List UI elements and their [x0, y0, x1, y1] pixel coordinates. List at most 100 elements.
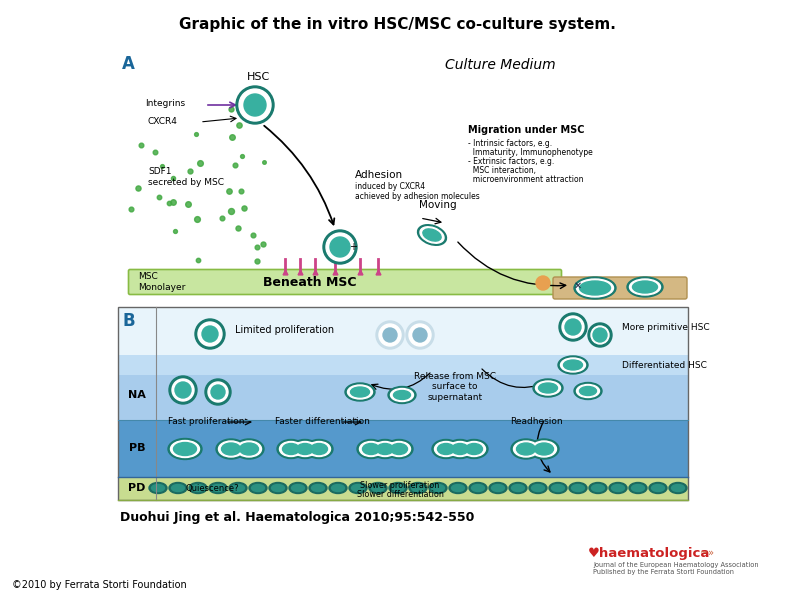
FancyBboxPatch shape — [553, 277, 687, 299]
Ellipse shape — [669, 483, 687, 493]
Text: achieved by adhesion molecules: achieved by adhesion molecules — [355, 192, 480, 201]
Ellipse shape — [345, 383, 375, 401]
Bar — [118, 307, 688, 355]
Ellipse shape — [580, 281, 611, 295]
Bar — [118, 355, 688, 420]
Ellipse shape — [305, 440, 333, 459]
Ellipse shape — [360, 441, 383, 456]
Ellipse shape — [283, 443, 299, 455]
Ellipse shape — [309, 483, 327, 493]
Ellipse shape — [168, 439, 202, 459]
Text: CXCR4: CXCR4 — [148, 117, 178, 127]
Circle shape — [383, 328, 397, 342]
Ellipse shape — [229, 483, 247, 493]
Ellipse shape — [329, 483, 347, 493]
Ellipse shape — [460, 440, 488, 459]
Ellipse shape — [391, 389, 414, 402]
Text: Faster differentiation: Faster differentiation — [275, 418, 370, 427]
Text: induced by CXCR4: induced by CXCR4 — [355, 182, 425, 191]
Circle shape — [172, 379, 194, 401]
Ellipse shape — [310, 443, 327, 455]
Ellipse shape — [469, 483, 487, 493]
Circle shape — [565, 319, 581, 335]
Ellipse shape — [569, 483, 587, 493]
Ellipse shape — [357, 440, 385, 459]
Bar — [118, 420, 688, 477]
Ellipse shape — [592, 484, 604, 491]
Ellipse shape — [589, 483, 607, 493]
Ellipse shape — [373, 441, 396, 456]
FancyBboxPatch shape — [129, 270, 561, 295]
Ellipse shape — [449, 483, 467, 493]
Text: Adhesion: Adhesion — [355, 170, 403, 180]
Ellipse shape — [152, 484, 164, 491]
Text: Published by the Ferrata Storti Foundation: Published by the Ferrata Storti Foundati… — [593, 569, 734, 575]
Ellipse shape — [307, 441, 330, 456]
Text: Slower proliferation
Slower differentiation: Slower proliferation Slower differentiat… — [357, 481, 443, 499]
Ellipse shape — [446, 440, 474, 459]
Ellipse shape — [434, 441, 457, 456]
Text: PB: PB — [129, 443, 145, 453]
Ellipse shape — [218, 441, 244, 457]
Text: Beneath MSC: Beneath MSC — [264, 277, 357, 290]
Ellipse shape — [252, 484, 264, 491]
Ellipse shape — [633, 281, 657, 293]
Text: Differentiated HSC: Differentiated HSC — [622, 361, 707, 369]
Ellipse shape — [349, 483, 367, 493]
Circle shape — [591, 326, 609, 344]
Ellipse shape — [294, 441, 317, 456]
Ellipse shape — [564, 360, 583, 370]
Ellipse shape — [369, 483, 387, 493]
Text: NA: NA — [128, 390, 146, 400]
Ellipse shape — [432, 440, 460, 459]
Text: Quiescence?: Quiescence? — [185, 484, 239, 493]
Ellipse shape — [533, 379, 563, 397]
Ellipse shape — [517, 443, 535, 455]
Text: More primitive HSC: More primitive HSC — [622, 322, 710, 331]
Ellipse shape — [452, 443, 468, 455]
Circle shape — [406, 321, 434, 349]
Ellipse shape — [216, 439, 246, 459]
Ellipse shape — [269, 483, 287, 493]
Ellipse shape — [580, 387, 596, 396]
Ellipse shape — [394, 390, 410, 399]
Ellipse shape — [437, 443, 454, 455]
Ellipse shape — [514, 441, 538, 457]
Text: +: + — [349, 242, 357, 252]
Ellipse shape — [431, 484, 445, 491]
Ellipse shape — [452, 484, 464, 491]
Ellipse shape — [489, 483, 507, 493]
Ellipse shape — [411, 484, 425, 491]
Ellipse shape — [631, 484, 645, 491]
Text: B: B — [123, 312, 136, 330]
Ellipse shape — [277, 440, 305, 459]
Circle shape — [379, 324, 401, 346]
Ellipse shape — [348, 385, 372, 399]
Ellipse shape — [279, 441, 303, 456]
Ellipse shape — [391, 484, 404, 491]
Ellipse shape — [449, 441, 472, 456]
Ellipse shape — [423, 229, 441, 241]
Text: ©2010 by Ferrata Storti Foundation: ©2010 by Ferrata Storti Foundation — [12, 580, 187, 590]
Circle shape — [175, 382, 191, 398]
Ellipse shape — [332, 484, 345, 491]
Circle shape — [205, 379, 231, 405]
Ellipse shape — [609, 483, 627, 493]
Circle shape — [326, 233, 354, 261]
Ellipse shape — [363, 443, 380, 455]
Ellipse shape — [222, 443, 241, 455]
Ellipse shape — [387, 441, 410, 456]
Text: ~»: ~» — [700, 548, 714, 558]
Ellipse shape — [352, 484, 364, 491]
Ellipse shape — [171, 440, 199, 458]
Circle shape — [208, 382, 228, 402]
Text: ♥haematologica: ♥haematologica — [588, 546, 711, 559]
Text: Limited proliferation: Limited proliferation — [236, 325, 334, 335]
Text: Readhesion: Readhesion — [510, 418, 563, 427]
Ellipse shape — [649, 483, 667, 493]
Text: MSC interaction,: MSC interaction, — [468, 166, 536, 175]
Circle shape — [413, 328, 427, 342]
Ellipse shape — [209, 483, 227, 493]
Ellipse shape — [511, 439, 541, 459]
Circle shape — [239, 89, 271, 121]
